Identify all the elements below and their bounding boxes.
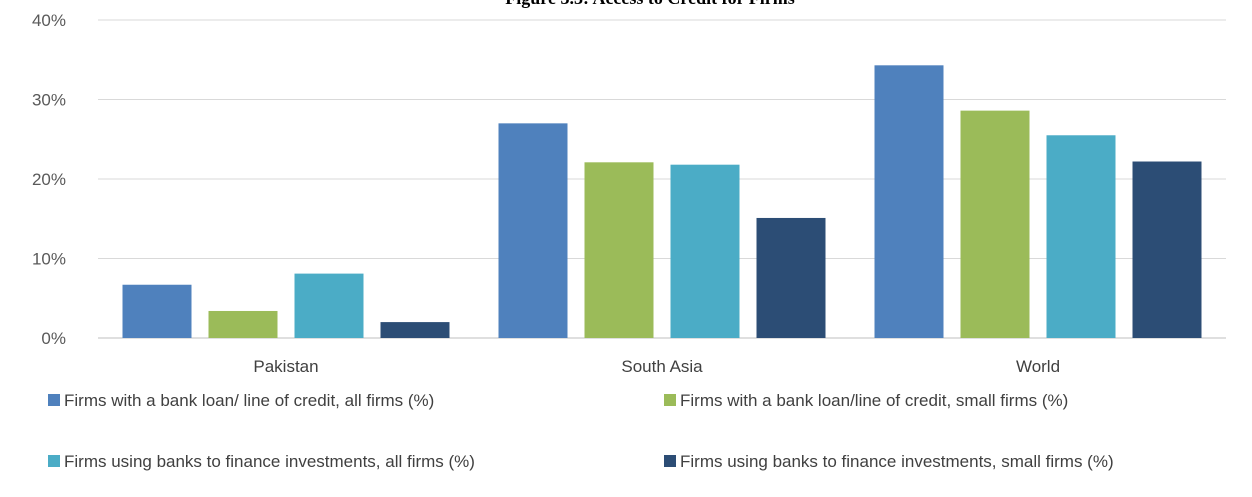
gridlines: [98, 19, 1226, 339]
chart-title: Figure 3.3: Access to Credit for Firms: [505, 0, 794, 8]
legend-swatch: [48, 394, 60, 406]
y-tick-label: 30%: [32, 91, 66, 110]
legend-label: Firms with a bank loan/line of credit, s…: [680, 391, 1068, 410]
y-tick-label: 0%: [41, 329, 66, 348]
bar: [670, 164, 740, 338]
x-category-label: South Asia: [621, 357, 703, 376]
bars: [122, 65, 1202, 338]
bar: [294, 273, 364, 338]
legend-swatch: [48, 455, 60, 467]
y-tick-label: 20%: [32, 170, 66, 189]
bar: [380, 322, 450, 338]
bar: [208, 310, 278, 338]
legend-swatch: [664, 394, 676, 406]
bar: [874, 65, 944, 338]
bar: [1132, 161, 1202, 338]
x-category-label: World: [1016, 357, 1060, 376]
bar: [498, 123, 568, 338]
legend-label: Firms with a bank loan/ line of credit, …: [64, 391, 434, 410]
x-axis: Pakistan South Asia World: [253, 357, 1060, 376]
legend-swatch: [664, 455, 676, 467]
bar: [960, 110, 1030, 338]
bar: [122, 284, 192, 338]
bar: [756, 217, 826, 338]
bar: [584, 162, 654, 338]
y-tick-label: 40%: [32, 11, 66, 30]
y-tick-label: 10%: [32, 250, 66, 269]
x-category-label: Pakistan: [253, 357, 318, 376]
y-axis: 0% 10% 20% 30% 40%: [32, 11, 66, 348]
bar: [1046, 135, 1116, 338]
legend-label: Firms using banks to finance investments…: [680, 452, 1114, 471]
legend: Firms with a bank loan/ line of credit, …: [48, 391, 1114, 471]
legend-label: Firms using banks to finance investments…: [64, 452, 475, 471]
